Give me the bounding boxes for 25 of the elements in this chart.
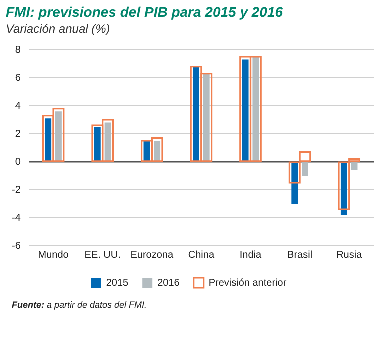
bar bbox=[292, 162, 298, 204]
y-tick-label: 0 bbox=[15, 156, 22, 168]
x-tick-label: EE. UU. bbox=[84, 250, 121, 261]
y-tick-label: 2 bbox=[15, 128, 22, 140]
legend-label: 2015 bbox=[106, 278, 130, 289]
x-tick-label: India bbox=[240, 250, 262, 261]
y-tick-label: -2 bbox=[12, 184, 22, 196]
x-tick-label: Eurozona bbox=[130, 250, 174, 261]
chart-title: FMI: previsiones del PIB para 2015 y 2016 bbox=[6, 4, 284, 20]
y-tick-label: 4 bbox=[15, 100, 22, 112]
bar bbox=[340, 162, 348, 216]
bar bbox=[302, 162, 308, 176]
x-tick-label: Rusia bbox=[336, 250, 363, 261]
legend-label: 2016 bbox=[158, 278, 180, 289]
x-tick-label: Mundo bbox=[38, 250, 70, 261]
y-tick-label: 6 bbox=[15, 72, 22, 84]
y-tick-label: 8 bbox=[15, 44, 22, 56]
y-tick-label: -6 bbox=[12, 240, 22, 252]
source-note: Fuente: a partir de datos del FMI. bbox=[12, 300, 148, 310]
bar bbox=[351, 162, 358, 170]
y-tick-label: -4 bbox=[12, 212, 22, 224]
x-tick-label: China bbox=[188, 250, 215, 261]
legend-label: Previsión anterior bbox=[208, 278, 288, 289]
chart-subtitle: Variación anual (%) bbox=[6, 22, 112, 36]
x-tick-label: Brasil bbox=[288, 250, 313, 261]
